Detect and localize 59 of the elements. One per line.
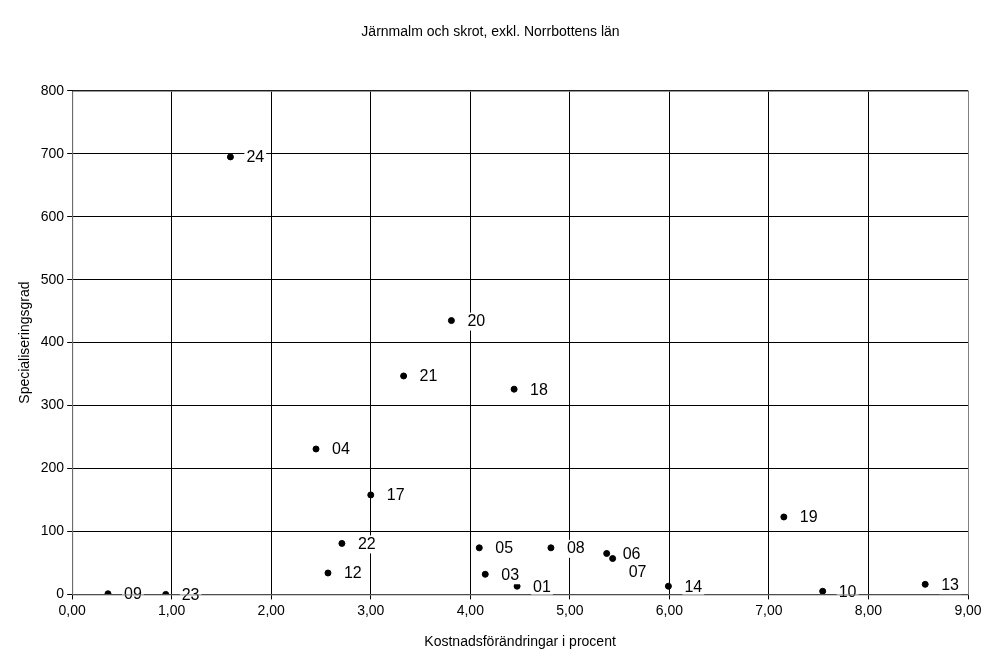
x-tick-label: 3,00 [357, 601, 385, 618]
annotation: 05 [495, 539, 514, 557]
point [921, 580, 929, 588]
annotation: 04 [332, 440, 350, 458]
annotation: 14 [684, 577, 703, 595]
annotation: 24 [246, 148, 265, 166]
x-tick-label: 4,00 [456, 601, 485, 618]
point [400, 372, 408, 380]
annotation: 03 [501, 565, 520, 583]
annotation: 22 [357, 534, 376, 552]
point [510, 385, 518, 393]
point [819, 587, 827, 595]
annotation: 17 [386, 486, 405, 504]
y-tick-label: 100 [40, 522, 65, 539]
point [324, 569, 332, 577]
y-axis-title: Specialiseringsgrad [16, 281, 33, 404]
annotation: 10 [838, 582, 857, 600]
point [367, 491, 375, 499]
point [603, 549, 611, 557]
y-tick-label: 200 [40, 459, 65, 476]
x-tick-label: 1,00 [158, 601, 186, 618]
y-tick-label: 700 [40, 144, 65, 161]
point [475, 544, 483, 552]
annotation: 18 [530, 380, 549, 398]
annotation: 07 [628, 562, 647, 580]
x-tick-label: 0,00 [58, 601, 86, 618]
point [664, 582, 672, 590]
annotation: 20 [467, 311, 486, 329]
annotation: 01 [533, 577, 551, 595]
point [780, 513, 788, 521]
x-tick-label: 8,00 [854, 601, 883, 618]
x-tick-label: 6,00 [655, 601, 684, 618]
y-tick-label: 300 [40, 396, 65, 413]
annotation: 13 [941, 575, 960, 593]
x-tick-label: 9,00 [954, 601, 982, 618]
y-tick-label: 800 [40, 81, 65, 98]
point [338, 539, 346, 547]
point [547, 544, 555, 552]
point [609, 555, 617, 563]
annotation: 19 [799, 508, 818, 526]
point [312, 445, 320, 453]
annotation: 21 [419, 367, 438, 385]
point [447, 317, 455, 325]
annotation: 08 [566, 539, 585, 557]
y-tick-label: 500 [40, 270, 65, 287]
x-axis-title: Kostnadsförändringar i procent [424, 633, 616, 650]
y-tick-label: 400 [40, 333, 65, 350]
point [481, 570, 489, 578]
y-tick-label: 0 [56, 585, 65, 602]
annotation: 09 [123, 585, 142, 603]
annotation: 23 [181, 585, 200, 603]
chart-title: Järnmalm och skrot, exkl. Norrbottens län [361, 23, 620, 40]
annotation: 12 [343, 564, 362, 582]
x-tick-label: 2,00 [257, 601, 286, 618]
annotation: 06 [622, 544, 641, 562]
x-tick-label: 5,00 [556, 601, 584, 618]
y-tick-label: 600 [40, 207, 65, 224]
x-tick-label: 7,00 [755, 601, 783, 618]
point [226, 153, 234, 161]
